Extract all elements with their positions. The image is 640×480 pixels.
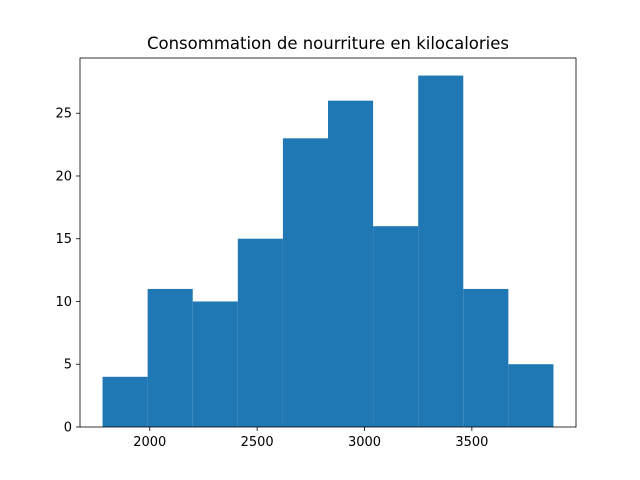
histogram-bar-9 [508, 364, 554, 427]
bars-group [102, 75, 554, 428]
histogram-bar-3 [237, 238, 283, 427]
histogram-bar-7 [418, 75, 464, 428]
histogram-bar-5 [328, 100, 374, 428]
y-tick-label: 0 [64, 421, 72, 436]
histogram-bar-0 [102, 376, 148, 427]
histogram-bar-2 [192, 301, 238, 427]
x-tick-label: 3000 [348, 435, 381, 450]
y-tick-label: 25 [55, 107, 72, 122]
histogram-bar-4 [282, 138, 328, 427]
histogram-bar-6 [373, 226, 419, 427]
x-tick-label: 2000 [133, 435, 166, 450]
x-tick-label: 2500 [241, 435, 274, 450]
y-tick-label: 10 [55, 295, 72, 310]
y-tick-label: 15 [55, 232, 72, 247]
x-tick-label: 3500 [455, 435, 488, 450]
y-tick-label: 5 [64, 358, 72, 373]
y-tick-label: 20 [55, 169, 72, 184]
chart-title: Consommation de nourriture en kilocalori… [147, 34, 509, 53]
plot-frame [79, 57, 577, 428]
histogram-bar-8 [463, 288, 509, 427]
histogram-bar-1 [147, 288, 193, 427]
x-axis-ticks: 2000 2500 3000 3500 [133, 427, 488, 450]
y-axis-ticks: 0 5 10 15 20 25 [55, 107, 80, 436]
